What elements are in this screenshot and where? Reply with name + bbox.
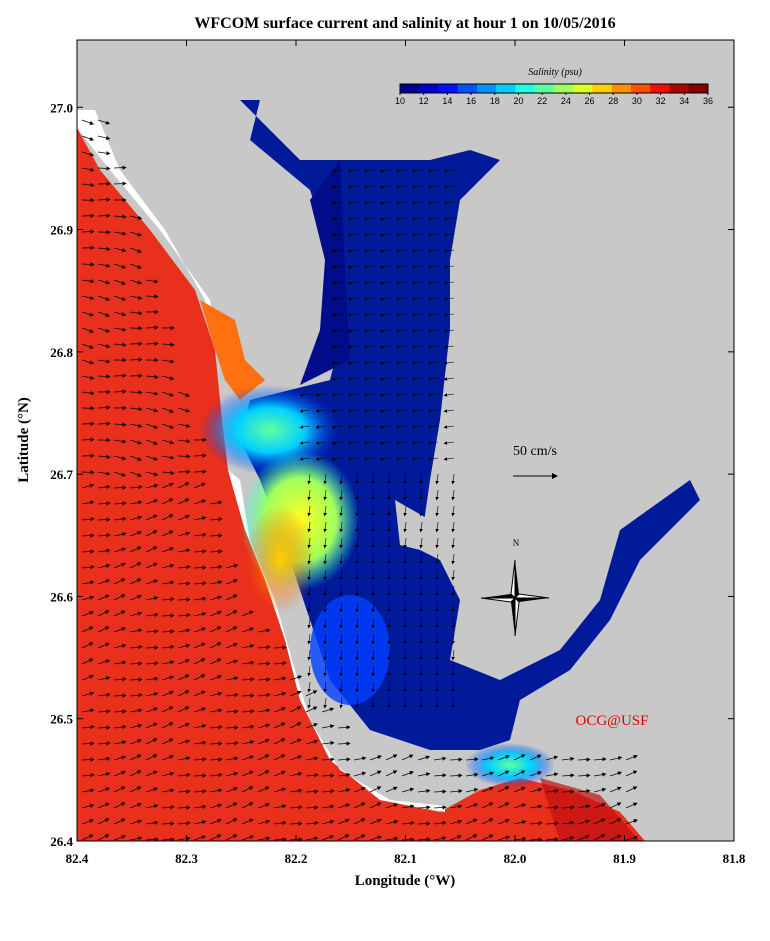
y-tick-label: 26.6: [50, 589, 73, 604]
colorbar-tick-label: 28: [608, 96, 618, 106]
colorbar-tick-label: 12: [419, 96, 429, 106]
colorbar-swatch: [419, 84, 439, 93]
colorbar-swatch: [670, 84, 690, 93]
y-tick-label: 26.9: [50, 223, 73, 238]
x-tick-label: 82.3: [175, 851, 198, 866]
colorbar-swatch: [439, 84, 459, 93]
colorbar-tick-label: 18: [490, 96, 500, 106]
x-tick-label: 82.1: [394, 851, 417, 866]
credit: OCG@USF: [575, 713, 648, 729]
x-tick-label: 81.9: [613, 851, 636, 866]
x-tick-label: 82.0: [504, 851, 527, 866]
colorbar-swatch: [689, 84, 709, 93]
map-title: WFCOM surface current and salinity at ho…: [194, 15, 615, 32]
x-tick-label: 81.8: [723, 851, 746, 866]
salinity-gradient: [465, 743, 555, 787]
y-tick-label: 26.4: [50, 834, 73, 849]
y-tick-label: 26.8: [50, 345, 73, 360]
colorbar-swatch: [516, 84, 536, 93]
colorbar-tick-label: 24: [561, 96, 571, 106]
colorbar-swatch: [400, 84, 420, 93]
colorbar-swatch: [477, 84, 497, 93]
colorbar-tick-label: 16: [466, 96, 476, 106]
scale-label: 50 cm/s: [513, 444, 557, 459]
colorbar-swatch: [496, 84, 516, 93]
colorbar-tick-label: 34: [679, 96, 689, 106]
colorbar-swatch: [535, 84, 555, 93]
colorbar-swatch: [650, 84, 670, 93]
x-tick-label: 82.2: [285, 851, 308, 866]
colorbar-tick-label: 14: [442, 96, 452, 106]
salinity-gradient: [310, 595, 390, 705]
y-tick-label: 27.0: [50, 100, 73, 115]
colorbar-tick-label: 10: [395, 96, 405, 106]
salinity-gradient: [245, 505, 315, 615]
colorbar-label: Salinity (psu): [528, 67, 582, 78]
colorbar-swatch: [554, 84, 574, 93]
colorbar-tick-label: 22: [537, 96, 547, 106]
colorbar-tick-label: 26: [585, 96, 595, 106]
colorbar-tick-label: 20: [513, 96, 523, 106]
colorbar-tick-label: 30: [632, 96, 642, 106]
x-tick-label: 82.4: [66, 851, 89, 866]
colorbar-swatch: [593, 84, 613, 93]
colorbar-swatch: [458, 84, 478, 93]
x-axis-label: Longitude (°W): [355, 873, 456, 889]
y-axis-label: Latitude (°N): [16, 397, 32, 483]
y-tick-label: 26.7: [50, 467, 73, 482]
compass-label: N: [513, 538, 520, 548]
colorbar-swatch: [631, 84, 651, 93]
colorbar-tick-label: 36: [703, 96, 713, 106]
colorbar-swatch: [612, 84, 632, 93]
colorbar-tick-label: 32: [656, 96, 666, 106]
colorbar-swatch: [573, 84, 593, 93]
y-tick-label: 26.5: [50, 712, 73, 727]
